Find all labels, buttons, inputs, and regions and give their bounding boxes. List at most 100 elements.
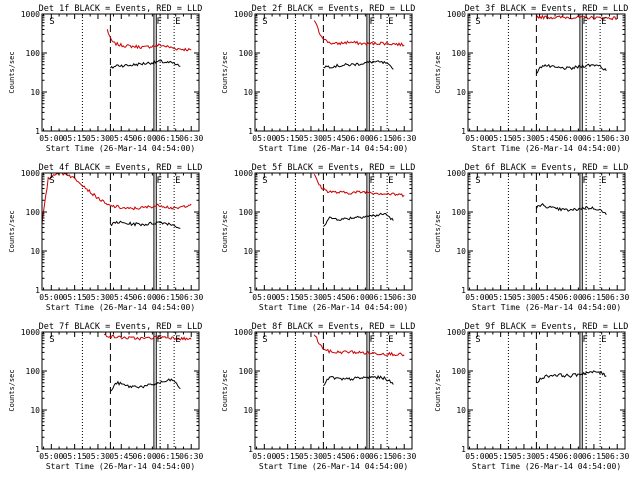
plot-frame bbox=[467, 331, 626, 450]
plot-frame bbox=[41, 331, 200, 450]
y-tick-label: 1000 bbox=[234, 10, 253, 19]
x-tick-label: 05:00 bbox=[465, 452, 489, 461]
x-axis-label: Start Time (26-Mar-14 04:54:00) bbox=[472, 144, 621, 153]
y-tick-label: 1 bbox=[248, 127, 253, 136]
x-tick-label: 06:30 bbox=[605, 293, 629, 302]
events-series-line bbox=[110, 59, 181, 69]
x-tick-label: 06:15 bbox=[369, 134, 393, 143]
x-tick-label: 06:30 bbox=[179, 134, 203, 143]
y-tick-label: 100 bbox=[239, 367, 254, 376]
x-tick-label: 05:00 bbox=[252, 134, 276, 143]
marker-label: F bbox=[156, 176, 161, 186]
plot-frame bbox=[254, 331, 413, 450]
marker-label: F bbox=[156, 335, 161, 345]
x-axis-label: Start Time (26-Mar-14 04:54:00) bbox=[472, 303, 621, 312]
x-tick-label: 05:00 bbox=[39, 452, 63, 461]
panel-det-7: Det 7f BLACK = Events, RED = LLD S F E 1 10 10… bbox=[8, 322, 203, 471]
x-tick-label: 05:15 bbox=[63, 293, 87, 302]
x-tick-label: 06:15 bbox=[582, 293, 606, 302]
lld-series-line bbox=[42, 173, 192, 224]
x-tick-label: 06:00 bbox=[133, 293, 157, 302]
x-tick-label: 05:30 bbox=[299, 134, 323, 143]
y-axis-label: Counts/sec bbox=[8, 210, 16, 252]
x-tick-label: 05:45 bbox=[109, 452, 133, 461]
x-tick-label: 05:15 bbox=[63, 452, 87, 461]
x-tick-label: 05:30 bbox=[512, 452, 536, 461]
x-axis-label: Start Time (26-Mar-14 04:54:00) bbox=[259, 144, 408, 153]
x-tick-label: 05:15 bbox=[489, 452, 513, 461]
x-tick-label: 05:15 bbox=[276, 134, 300, 143]
y-tick-label: 100 bbox=[239, 49, 254, 58]
panel-det-8: Det 8f BLACK = Events, RED = LLD S F E 1 10 10… bbox=[221, 322, 416, 471]
panel-title: Det 3f BLACK = Events, RED = LLD bbox=[465, 4, 629, 14]
x-tick-label: 06:30 bbox=[392, 293, 416, 302]
panel-title: Det 2f BLACK = Events, RED = LLD bbox=[252, 4, 416, 14]
y-tick-label: 1000 bbox=[447, 169, 466, 178]
y-tick-label: 100 bbox=[26, 367, 41, 376]
y-tick-label: 10 bbox=[456, 88, 466, 97]
data-layer bbox=[294, 14, 405, 131]
panel-det-9: Det 9f BLACK = Events, RED = LLD S F E 1 10 10… bbox=[434, 322, 629, 471]
panel-title: Det 1f BLACK = Events, RED = LLD bbox=[39, 4, 203, 14]
lld-series-line bbox=[535, 14, 618, 21]
panel-title: Det 8f BLACK = Events, RED = LLD bbox=[252, 322, 416, 332]
data-layer bbox=[294, 332, 405, 449]
x-axis-label: Start Time (26-Mar-14 04:54:00) bbox=[46, 303, 195, 312]
panel-det-1: Det 1f BLACK = Events, RED = LLD S F E 1 10 10… bbox=[8, 4, 203, 153]
marker-label: S bbox=[475, 176, 480, 186]
y-tick-label: 10 bbox=[243, 406, 253, 415]
x-tick-label: 05:30 bbox=[86, 293, 110, 302]
x-tick-label: 06:30 bbox=[179, 452, 203, 461]
y-tick-label: 1000 bbox=[447, 328, 466, 337]
x-tick-label: 06:15 bbox=[582, 134, 606, 143]
x-tick-label: 05:15 bbox=[489, 293, 513, 302]
x-tick-label: 05:45 bbox=[109, 134, 133, 143]
x-tick-label: 05:00 bbox=[252, 452, 276, 461]
y-tick-label: 1 bbox=[461, 286, 466, 295]
y-tick-label: 100 bbox=[452, 208, 467, 217]
x-tick-label: 05:30 bbox=[512, 134, 536, 143]
plot-frame bbox=[254, 172, 413, 291]
data-layer bbox=[507, 14, 618, 131]
y-axis-label: Counts/sec bbox=[8, 51, 16, 93]
x-tick-label: 05:45 bbox=[322, 293, 346, 302]
events-series-line bbox=[536, 63, 607, 75]
x-tick-label: 06:15 bbox=[156, 134, 180, 143]
lld-series-line bbox=[103, 333, 192, 341]
y-tick-label: 1 bbox=[248, 286, 253, 295]
plot-frame bbox=[41, 172, 200, 291]
panel-det-2: Det 2f BLACK = Events, RED = LLD S F E 1 10 10… bbox=[221, 4, 416, 153]
marker-label: E bbox=[388, 335, 393, 345]
marker-label: E bbox=[601, 335, 606, 345]
x-tick-label: 05:45 bbox=[535, 293, 559, 302]
x-axis-label: Start Time (26-Mar-14 04:54:00) bbox=[259, 303, 408, 312]
plot-frame bbox=[467, 13, 626, 132]
y-tick-label: 1 bbox=[35, 286, 40, 295]
data-layer bbox=[507, 332, 607, 449]
x-tick-label: 06:00 bbox=[346, 134, 370, 143]
x-tick-label: 06:00 bbox=[559, 134, 583, 143]
marker-label: F bbox=[582, 176, 587, 186]
x-tick-label: 05:00 bbox=[465, 293, 489, 302]
x-tick-label: 05:00 bbox=[252, 293, 276, 302]
lld-series-line bbox=[313, 334, 405, 357]
x-tick-label: 06:15 bbox=[156, 452, 180, 461]
y-tick-label: 10 bbox=[30, 406, 40, 415]
x-tick-label: 06:00 bbox=[346, 293, 370, 302]
y-tick-label: 1 bbox=[248, 445, 253, 454]
y-tick-label: 1000 bbox=[21, 328, 40, 337]
y-tick-label: 1 bbox=[461, 127, 466, 136]
marker-label: S bbox=[49, 335, 54, 345]
marker-label: S bbox=[262, 176, 267, 186]
y-tick-label: 100 bbox=[26, 208, 41, 217]
events-series-line bbox=[323, 374, 394, 387]
x-tick-label: 06:30 bbox=[392, 452, 416, 461]
y-tick-label: 1 bbox=[35, 445, 40, 454]
x-tick-label: 05:45 bbox=[535, 134, 559, 143]
y-tick-label: 100 bbox=[452, 367, 467, 376]
panel-title: Det 4f BLACK = Events, RED = LLD bbox=[39, 163, 203, 173]
lld-series-line bbox=[106, 29, 192, 52]
y-axis-label: Counts/sec bbox=[221, 369, 229, 411]
marker-label: F bbox=[582, 335, 587, 345]
